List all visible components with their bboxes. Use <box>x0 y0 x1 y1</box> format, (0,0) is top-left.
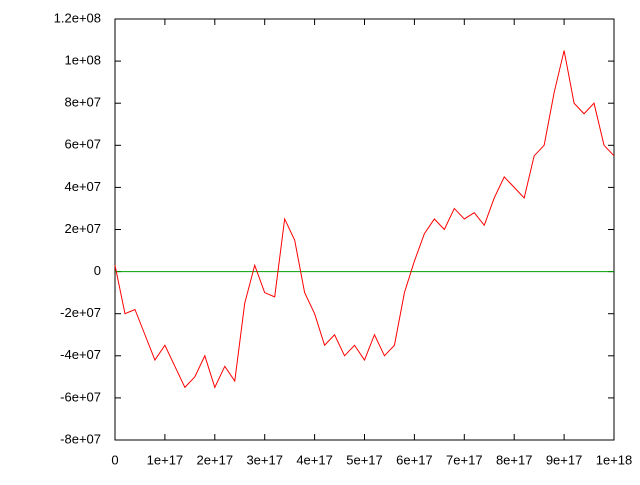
y-tick-label: 8e+07 <box>64 95 101 110</box>
x-tick-label: 2e+17 <box>197 452 234 467</box>
y-tick-label: 6e+07 <box>64 137 101 152</box>
x-tick-label: 3e+17 <box>246 452 283 467</box>
x-tick-label: 1e+17 <box>147 452 184 467</box>
y-tick-label: 1.2e+08 <box>54 10 101 25</box>
y-tick-label: -2e+07 <box>60 305 101 320</box>
y-tick-label: 1e+08 <box>64 53 101 68</box>
data-line <box>114 50 615 389</box>
x-tick-label: 0 <box>111 452 118 467</box>
y-tick-label: -4e+07 <box>60 347 101 362</box>
plot-frame <box>114 18 615 441</box>
y-tick-label: -8e+07 <box>60 431 101 446</box>
x-tick-label: 8e+17 <box>496 452 533 467</box>
y-tick-label: 2e+07 <box>64 221 101 236</box>
x-tick-label: 6e+17 <box>396 452 433 467</box>
x-tick-label: 5e+17 <box>346 452 383 467</box>
x-tick-label: 7e+17 <box>446 452 483 467</box>
x-tick-label: 1e+18 <box>596 452 633 467</box>
y-tick-label: 0 <box>94 263 101 278</box>
x-tick-label: 4e+17 <box>296 452 333 467</box>
x-tick-label: 9e+17 <box>546 452 583 467</box>
y-tick-label: 4e+07 <box>64 179 101 194</box>
y-tick-label: -6e+07 <box>60 389 101 404</box>
